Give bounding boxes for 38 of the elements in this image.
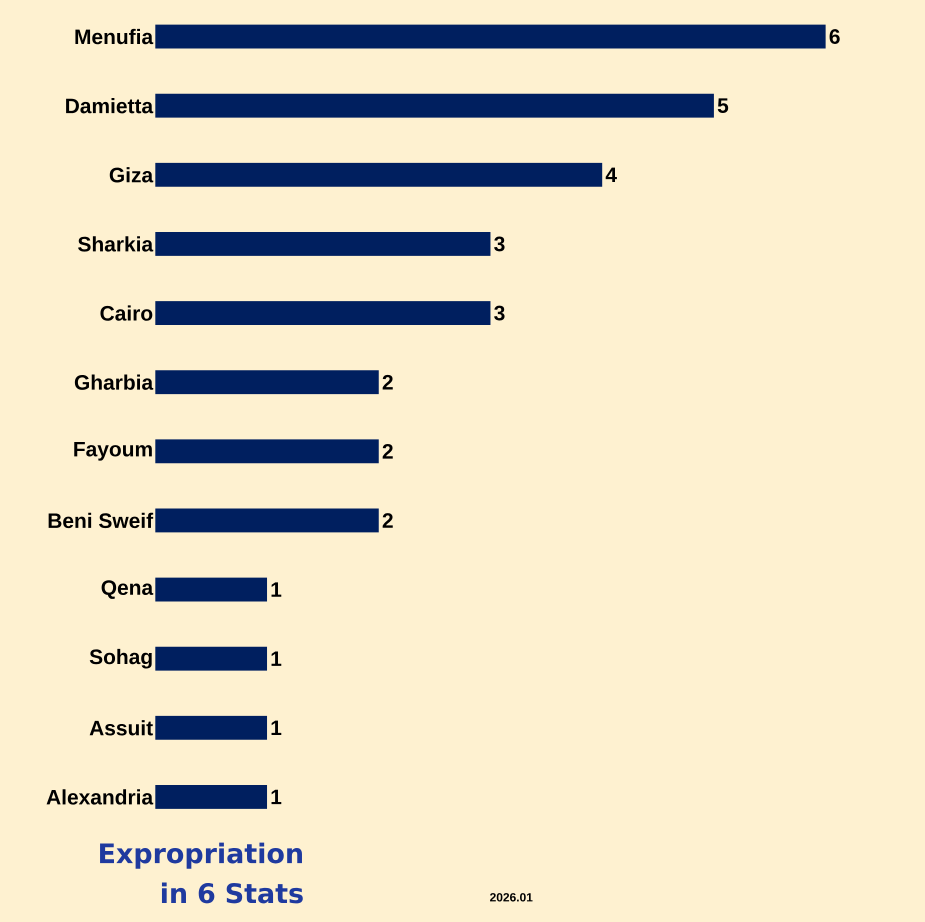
text: 2026.01	[490, 892, 533, 902]
bar	[155, 646, 268, 671]
y-tick-label: Damietta	[66, 98, 154, 114]
data-label: 2	[382, 374, 393, 390]
data-label: 5	[718, 98, 728, 113]
data-label: 1	[272, 651, 282, 666]
data-label: 2	[382, 513, 393, 528]
bar	[155, 716, 268, 740]
y-tick-label: Menufia	[75, 28, 154, 44]
y-tick-label: Fayoum	[74, 442, 152, 461]
data-label: 2	[382, 444, 393, 459]
bar	[155, 24, 826, 48]
bar	[155, 577, 268, 602]
y-tick-label: Sohag	[90, 648, 152, 668]
data-label: 3	[494, 236, 505, 252]
bar	[155, 232, 490, 256]
y-tick-label: Beni Sweif	[48, 512, 154, 528]
y-tick-label: Gharbia	[74, 374, 154, 390]
bar	[155, 94, 714, 118]
bar	[155, 300, 490, 325]
bar	[155, 370, 379, 394]
bar	[155, 508, 379, 532]
data-label: 3	[494, 306, 505, 320]
data-label: 1	[272, 720, 282, 735]
data-label: 1	[272, 790, 282, 804]
bar	[155, 784, 268, 809]
y-tick-label: Qena	[102, 580, 154, 599]
bar	[155, 162, 602, 187]
y-tick-label: Giza	[110, 167, 154, 182]
y-tick-label: Assuit	[90, 720, 153, 736]
y-tick-label: Cairo	[100, 305, 152, 321]
data-label: 1	[272, 582, 282, 597]
y-tick-label: Sharkia	[78, 236, 154, 252]
bar	[155, 439, 379, 464]
y-tick-label: Alexandria	[46, 789, 154, 805]
data-label: 4	[606, 167, 617, 182]
data-label: 6	[830, 29, 840, 44]
text: Expropriation in 6 Stats	[100, 842, 303, 904]
